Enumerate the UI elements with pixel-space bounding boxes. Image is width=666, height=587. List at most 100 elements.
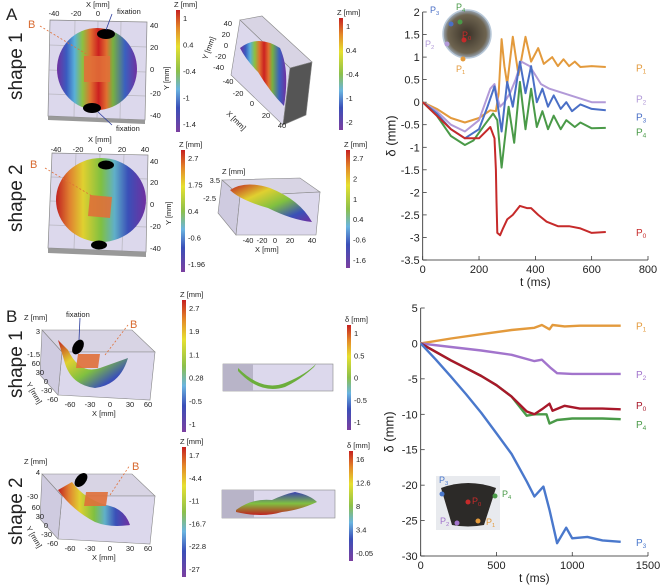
colorbar-tick-label: -1 xyxy=(183,94,190,103)
x-tick-label: 30 xyxy=(126,400,134,409)
z-axis-label: Z [mm] xyxy=(222,167,245,176)
x-tick-label: 60 xyxy=(144,544,152,553)
y-tick-label: 20 xyxy=(222,30,230,39)
sensor-dot xyxy=(475,518,481,524)
colorbar-tick-label: 1.9 xyxy=(189,327,199,336)
x-tick-label: -40 xyxy=(223,77,234,86)
x-axis-label: t (ms) xyxy=(519,571,550,585)
z-axis-label: Z [mm] xyxy=(24,313,47,322)
series-line-p3 xyxy=(419,342,621,545)
colorbar-tick-label: 8 xyxy=(356,502,360,511)
colorbar-tick-label: 1.1 xyxy=(189,350,199,359)
y-tick-label: -20 xyxy=(402,480,418,492)
x-tick-label: -30 xyxy=(85,400,96,409)
x-tick-label: 400 xyxy=(526,264,544,276)
y-tick-label: -20 xyxy=(150,222,161,231)
y-tick-label: -1.5 xyxy=(401,165,420,177)
x-axis-label: t (ms) xyxy=(520,275,551,289)
series-label-p4: P4 xyxy=(636,420,647,432)
y-tick-label: -25 xyxy=(402,516,418,528)
y-tick-label: -2.5 xyxy=(401,210,420,222)
x-tick-label: 20 xyxy=(118,145,126,154)
b-vector-label: B xyxy=(30,159,37,171)
y-tick-label: -60 xyxy=(47,395,58,404)
sensor-dot xyxy=(444,41,450,47)
series-line-p0 xyxy=(422,101,606,237)
colorbar-tick-label: -0.5 xyxy=(189,397,202,406)
y-tick-label: -60 xyxy=(47,539,58,548)
x-axis-label: X [mm] xyxy=(92,553,116,562)
colorbar-tick-label: 1 xyxy=(346,22,350,31)
colorbar-gradient xyxy=(347,325,351,430)
z-tick-label: -30 xyxy=(27,492,38,501)
series-label-p3: P3 xyxy=(636,113,647,125)
colorbar-gradient xyxy=(176,10,180,132)
inset-label: P4 xyxy=(456,2,466,14)
x-tick-label: -20 xyxy=(71,9,82,18)
y-tick-label: -30 xyxy=(41,530,52,539)
colorbar-tick-label: 2.7 xyxy=(188,154,198,163)
x-tick-label: 0 xyxy=(273,236,277,245)
x-tick-label: -20 xyxy=(257,236,268,245)
y-tick-label: -2 xyxy=(410,187,420,199)
series-label-p3: P3 xyxy=(636,538,647,550)
colorbar-tick-label: -0.6 xyxy=(353,236,366,245)
series-label-p4: P4 xyxy=(636,127,647,139)
colorbar-tick-label: -1 xyxy=(346,94,353,103)
x-tick-label: 20 xyxy=(286,236,294,245)
fixation-marker xyxy=(83,103,101,113)
inset-label: P3 xyxy=(439,475,448,487)
colorbar-gradient xyxy=(181,150,185,272)
colorbar-tick-label: 1 xyxy=(183,14,187,23)
x-axis-label: X [mm] xyxy=(225,109,248,132)
y-tick-label: -1 xyxy=(410,142,420,154)
series-line-p0 xyxy=(420,342,621,416)
colorbar-tick-label: -1 xyxy=(189,420,196,429)
plot3d-b-shape2: B Z [mm] X [mm] Y [mm] xyxy=(24,457,156,562)
colorbar-gradient xyxy=(339,18,343,130)
x-tick-label: 20 xyxy=(262,111,270,120)
colorbar-tick-label: -27 xyxy=(189,565,200,574)
x-axis-label: X [mm] xyxy=(88,135,112,144)
colorbar-tick-label: 0.4 xyxy=(188,207,198,216)
y-axis-label: δ (mm) xyxy=(384,115,399,156)
colorbar-tick-label: 2.7 xyxy=(189,304,199,313)
x-tick-label: -30 xyxy=(85,544,96,553)
y-tick-label: 20 xyxy=(150,43,158,52)
y-tick-label: -30 xyxy=(41,386,52,395)
series-label-p1: P1 xyxy=(636,322,647,334)
x-tick-label: 30 xyxy=(126,544,134,553)
y-tick-label: 1 xyxy=(414,52,420,64)
y-tick-label: -40 xyxy=(150,111,161,120)
series-label-p0: P0 xyxy=(636,401,647,413)
colorbar-gradient xyxy=(182,447,186,577)
colorbar-tick-label: 16 xyxy=(356,455,364,464)
line-chart-a: 21.510.50-0.5-1-1.5-2-2.5-3-3.50 200 400 60… xyxy=(384,7,657,289)
sensor-dot xyxy=(457,19,463,25)
colorbar-tick-label: -2 xyxy=(346,118,353,127)
y-tick-label: 0 xyxy=(150,65,154,74)
plot3d-b-shape1: fixation B Z [mm] X [mm] Y [mm] xyxy=(24,310,156,418)
colorbar-title: δ [mm] xyxy=(345,315,368,324)
colorbar-tick-label: 0.4 xyxy=(353,215,363,224)
y-tick-label: 5 xyxy=(412,303,418,315)
fixation-label: fixation xyxy=(116,124,140,133)
colorbar-title: Z [mm] xyxy=(337,8,360,17)
colorbar-tick-label: 2 xyxy=(353,174,357,183)
colorbar-tick-label: 1 xyxy=(353,195,357,204)
row-label-b-shape2: shape 2 xyxy=(6,477,27,545)
y-tick-label: -30 xyxy=(402,551,418,563)
series-label-p2: P2 xyxy=(636,370,647,382)
sensor-dot xyxy=(460,56,466,62)
series-label-p2: P2 xyxy=(636,95,647,107)
x-tick-label: 0 xyxy=(96,9,100,18)
y-tick-label: -5 xyxy=(408,374,418,386)
colorbar: Z [mm] 1.7 -4.4 -11 -16.7 -22.8 -27 xyxy=(180,437,206,577)
z-tick-label: -2.5 xyxy=(203,194,216,203)
y-tick-label: -10 xyxy=(402,409,418,421)
colorbar-title: Z [mm] xyxy=(174,0,197,9)
colorbar-tick-label: -0.4 xyxy=(346,70,359,79)
colorbar-gradient xyxy=(346,150,350,268)
colorbar-tick-label: -22.8 xyxy=(189,542,206,551)
